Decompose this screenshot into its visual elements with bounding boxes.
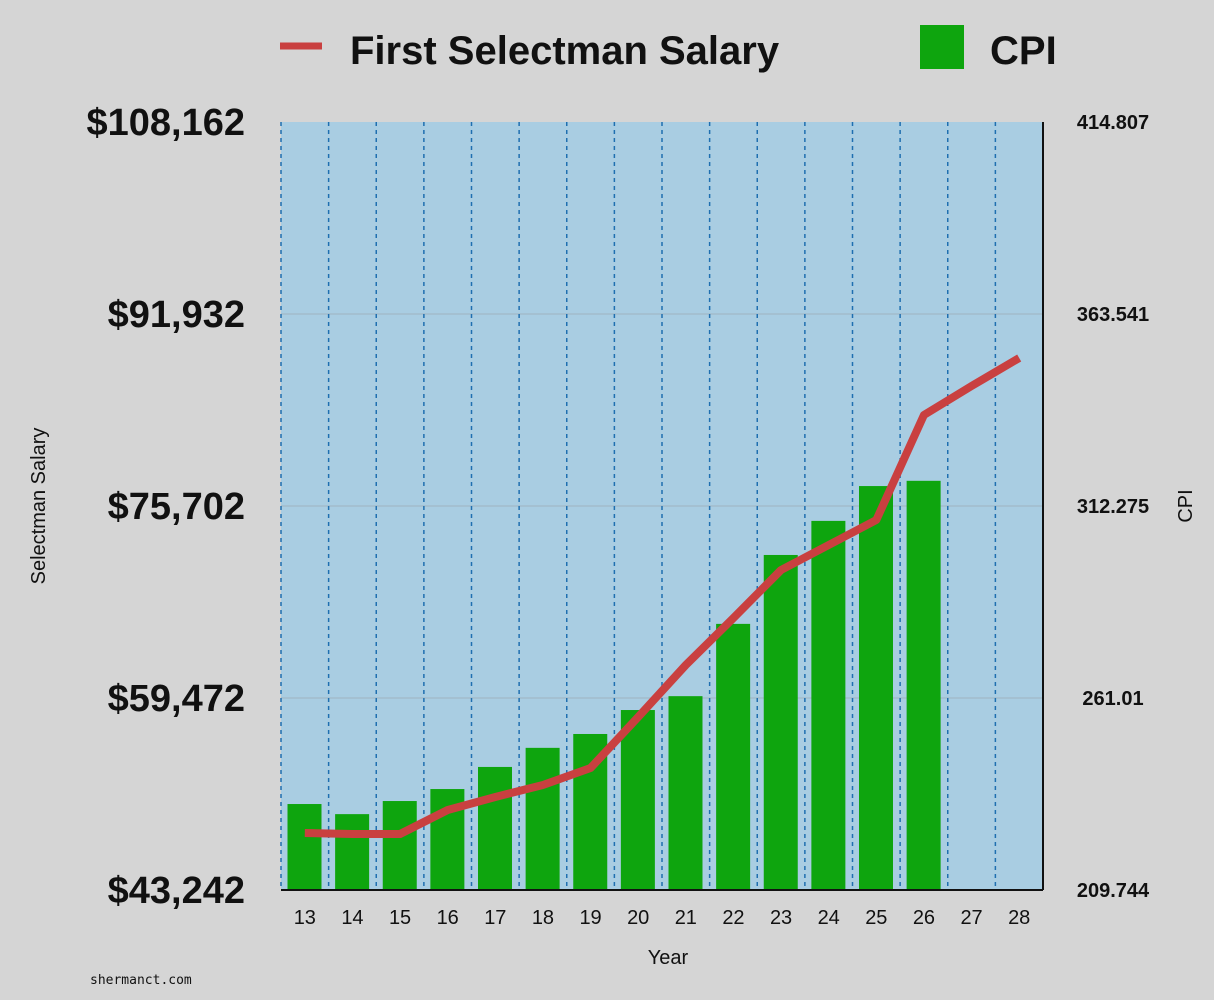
- cpi-bar: [811, 520, 846, 890]
- watermark: shermanct.com: [90, 973, 192, 988]
- legend-label-salary: First Selectman Salary: [350, 29, 780, 73]
- right-tick-label: 312.275: [1077, 496, 1149, 518]
- cpi-bar: [620, 710, 655, 890]
- left-tick-label: $59,472: [108, 678, 245, 720]
- cpi-bar: [668, 696, 703, 890]
- x-tick-label: 21: [675, 907, 697, 929]
- x-axis-title: Year: [648, 947, 689, 969]
- x-tick-label: 28: [1008, 907, 1030, 929]
- cpi-bar: [763, 554, 798, 890]
- cpi-bar: [859, 486, 893, 890]
- salary-line: [304, 354, 1022, 838]
- x-tick-label: 19: [579, 907, 601, 929]
- x-tick-label: 27: [960, 907, 982, 929]
- left-tick-label: $43,242: [108, 870, 245, 912]
- cpi-bar: [906, 480, 941, 890]
- right-axis-title: CPI: [1175, 489, 1197, 522]
- legend-label-cpi: CPI: [990, 29, 1057, 73]
- x-tick-label: 17: [484, 907, 506, 929]
- x-tick-label: 25: [865, 907, 887, 929]
- x-tick-label: 23: [770, 907, 792, 929]
- cpi-bar: [478, 766, 512, 890]
- cpi-bar: [287, 804, 322, 890]
- right-tick-label: 261.01: [1082, 688, 1143, 710]
- x-tick-label: 16: [437, 907, 459, 929]
- right-tick-label: 209.744: [1077, 880, 1150, 902]
- x-tick-label: 13: [294, 907, 316, 929]
- x-tick-label: 14: [341, 907, 363, 929]
- left-tick-label: $108,162: [87, 102, 246, 144]
- cpi-bar: [335, 814, 370, 890]
- x-tick-label: 20: [627, 907, 649, 929]
- left-axis-title: Selectman Salary: [28, 428, 50, 585]
- cpi-bar: [525, 747, 560, 890]
- x-tick-label: 22: [722, 907, 744, 929]
- x-tick-label: 26: [913, 907, 935, 929]
- cpi-bar: [382, 801, 417, 890]
- x-tick-label: 24: [818, 907, 840, 929]
- x-tick-label: 18: [532, 907, 554, 929]
- x-tick-label: 15: [389, 907, 411, 929]
- legend: First Selectman Salary CPI: [280, 25, 1057, 73]
- right-tick-label: 363.541: [1077, 304, 1149, 326]
- legend-swatch-cpi: [920, 25, 964, 69]
- right-tick-label: 414.807: [1077, 112, 1149, 134]
- left-tick-label: $75,702: [108, 486, 245, 528]
- cpi-bar: [716, 623, 751, 890]
- left-tick-label: $91,932: [108, 294, 245, 336]
